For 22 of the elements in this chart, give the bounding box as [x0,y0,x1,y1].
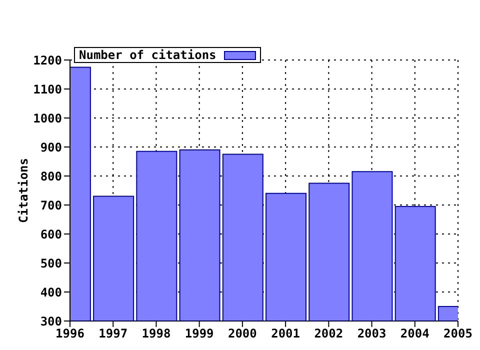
y-tick-label: 800 [40,169,62,184]
x-tick-label: 1998 [142,326,171,341]
x-tick-label: 1996 [56,326,84,341]
y-tick-label: 500 [40,256,62,270]
y-tick-label: 1100 [33,82,62,96]
y-tick-label: 400 [40,285,62,300]
x-tick-label: 2002 [314,326,344,341]
x-tick-label: 2005 [444,326,472,341]
x-tick-label: 2003 [357,326,386,341]
y-tick-label: 900 [40,140,62,154]
y-tick-label: 1000 [33,111,62,126]
x-tick-label: 1997 [98,326,128,341]
y-tick-label: 700 [40,198,62,212]
y-tick-label: 600 [40,227,62,242]
x-tick-label: 2000 [228,326,257,341]
y-tick-label: 1200 [33,53,62,68]
y-tick-label: 300 [40,314,62,328]
x-tick-label: 1999 [184,326,214,341]
y-axis-title: Citations [16,158,30,224]
legend-label: Number of citations [79,48,216,62]
x-tick-label: 2001 [271,326,300,341]
x-tick-label: 2004 [400,326,430,341]
